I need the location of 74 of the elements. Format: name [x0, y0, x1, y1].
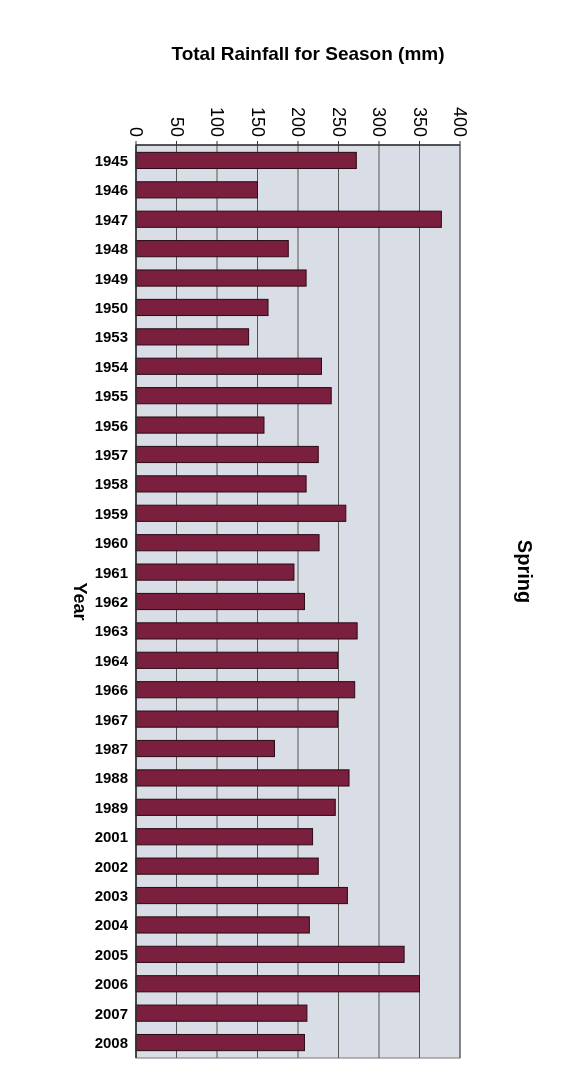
bar [135, 387, 332, 405]
bar [135, 1004, 308, 1022]
y-tick-label: 1963 [94, 622, 128, 640]
y-axis-title: Year [70, 582, 90, 621]
bar [135, 769, 350, 787]
y-tick-label: 2001 [94, 828, 128, 846]
y-tick-label: 1954 [94, 357, 129, 375]
y-tick-label: 2008 [94, 1034, 128, 1052]
x-tick-label: 350 [409, 106, 430, 137]
bar [135, 416, 265, 434]
bar [135, 475, 307, 493]
bar [135, 622, 358, 640]
bar [135, 857, 319, 875]
y-tick-label: 1967 [94, 710, 128, 728]
x-tick-label: 50 [166, 116, 187, 137]
bar [135, 298, 269, 317]
bar [135, 681, 356, 699]
y-tick-label: 1959 [94, 504, 128, 522]
text: Spring [514, 539, 536, 604]
bar [135, 534, 320, 552]
y-tick-label: 1953 [94, 328, 128, 346]
y-tick-label: 1960 [94, 534, 128, 552]
bar [135, 181, 258, 199]
y-tick-label: 2007 [94, 1004, 128, 1022]
y-tick-label: 1988 [94, 769, 128, 787]
x-tick-label: 400 [450, 106, 470, 137]
y-tick-label: 1950 [94, 298, 128, 316]
y-tick-label: 1964 [94, 651, 129, 669]
y-tick-label: 1949 [94, 269, 128, 287]
bar [135, 945, 405, 963]
bar [135, 710, 339, 728]
y-tick-label: 1962 [94, 593, 128, 610]
bar [135, 916, 310, 934]
bar [135, 445, 319, 464]
bar [135, 151, 357, 170]
bar [135, 328, 250, 346]
x-tick-label: 100 [207, 106, 227, 137]
x-tick-label: 200 [288, 106, 308, 137]
x-tick-label: 300 [369, 106, 389, 137]
bar [135, 975, 420, 993]
y-tick-label: 1956 [94, 416, 128, 434]
y-tick-label: 1957 [94, 445, 128, 463]
bar [135, 886, 348, 905]
y-tick-label: 1989 [94, 798, 128, 816]
x-axis-title: Total Rainfall for Season (mm) [171, 43, 445, 64]
bar [135, 357, 322, 375]
x-tick-label: 150 [247, 106, 268, 137]
x-tick-label: 0 [126, 126, 146, 137]
bar [135, 504, 347, 522]
bar [135, 592, 305, 611]
y-tick-label: 2002 [94, 857, 128, 875]
bar [135, 210, 442, 228]
y-tick-label: 1966 [94, 681, 128, 699]
bar [135, 269, 307, 287]
x-tick-label: 250 [328, 106, 349, 137]
y-tick-label: 1947 [94, 210, 128, 228]
y-tick-label: 1948 [94, 240, 128, 258]
bar [135, 798, 336, 816]
y-tick-label: 2005 [94, 945, 128, 963]
y-tick-label: 2004 [94, 916, 129, 934]
y-tick-label: 1945 [94, 151, 128, 169]
y-tick-label: 1961 [94, 563, 128, 581]
y-tick-label: 1955 [94, 387, 128, 405]
bar [135, 828, 314, 846]
bar [135, 739, 276, 758]
bar [135, 240, 289, 258]
y-tick-label: 2006 [94, 975, 128, 993]
bar [135, 1033, 305, 1052]
y-tick-label: 1958 [94, 475, 128, 493]
y-tick-label: 1987 [94, 740, 128, 758]
y-tick-label: 2003 [94, 887, 128, 905]
y-tick-label: 1946 [94, 181, 128, 199]
bar [135, 563, 295, 581]
bar [135, 651, 339, 669]
